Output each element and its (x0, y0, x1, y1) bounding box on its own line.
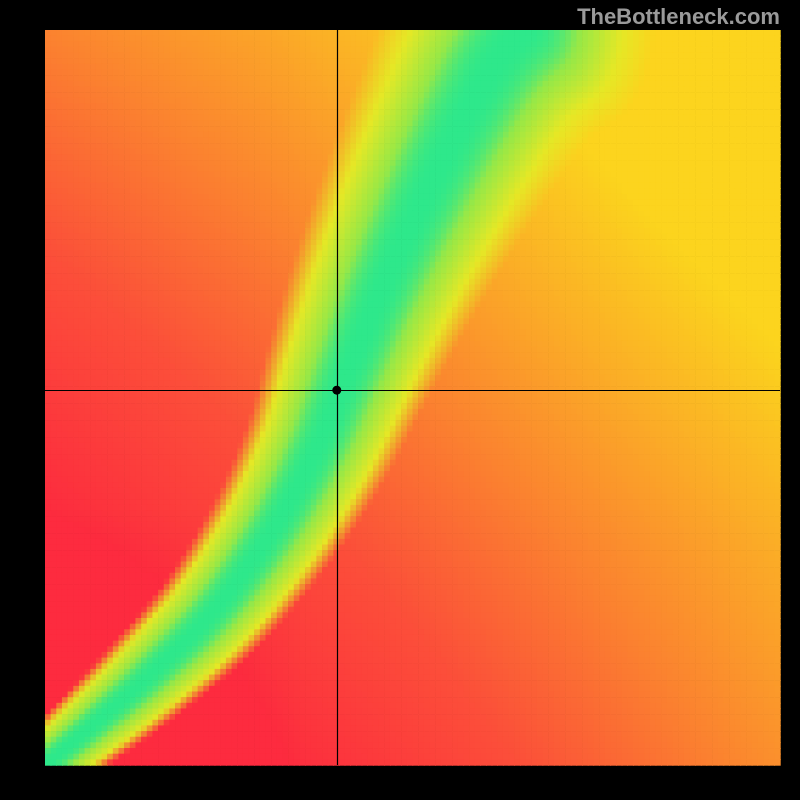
bottleneck-heatmap (0, 0, 800, 800)
chart-container: TheBottleneck.com (0, 0, 800, 800)
watermark-text: TheBottleneck.com (577, 4, 780, 30)
